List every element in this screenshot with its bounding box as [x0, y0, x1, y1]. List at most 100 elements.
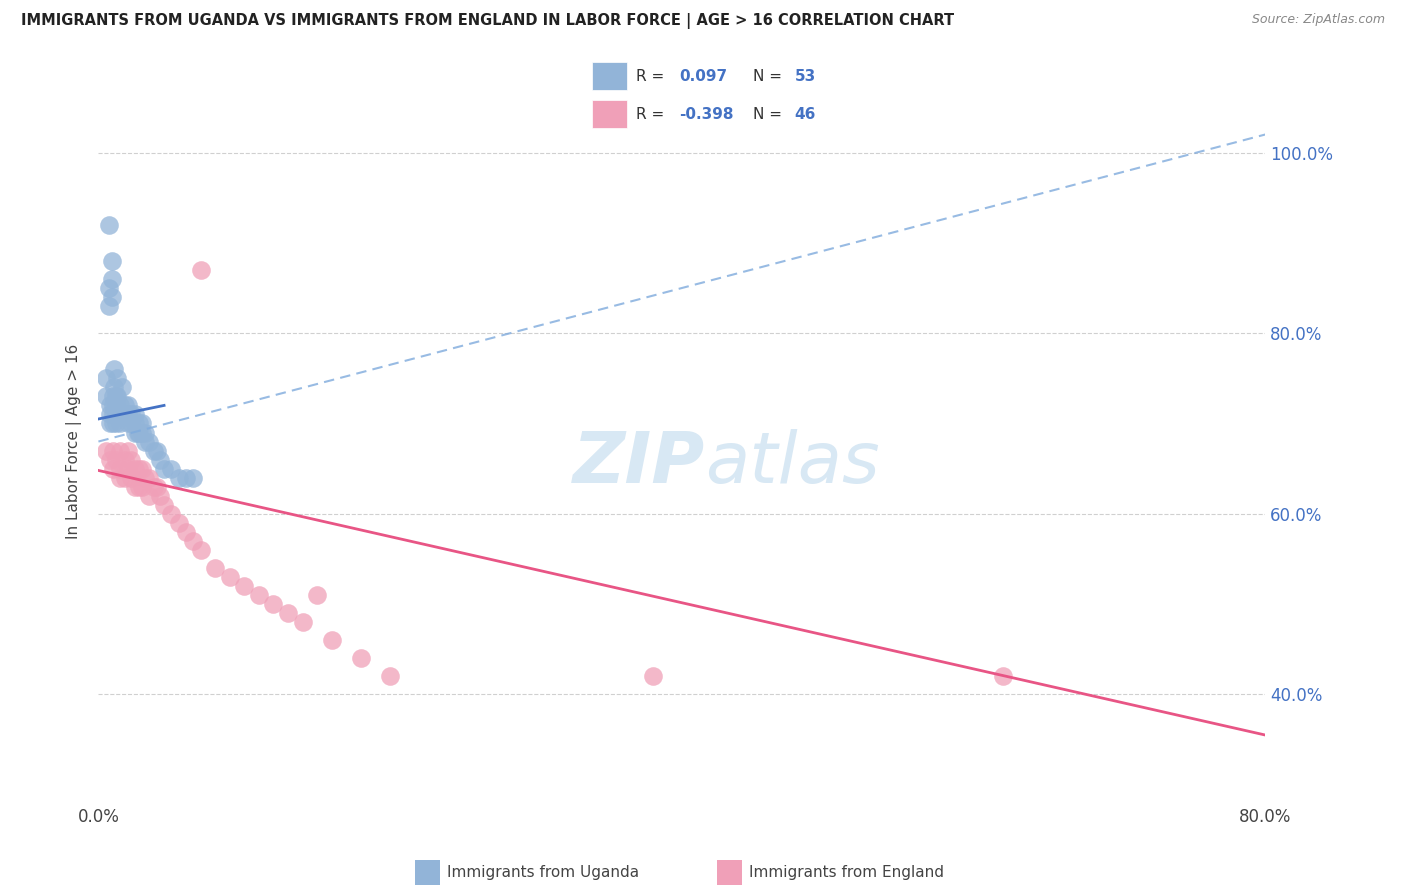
- Point: [131, 417, 153, 431]
- Point: [98, 408, 121, 422]
- Point: [291, 615, 314, 630]
- Point: [101, 389, 124, 403]
- Point: [104, 452, 127, 467]
- Point: [94, 389, 117, 403]
- Point: [138, 434, 160, 449]
- Point: [120, 452, 142, 467]
- Point: [101, 417, 124, 431]
- Point: [174, 524, 197, 539]
- Point: [124, 480, 146, 494]
- Point: [134, 425, 156, 440]
- Point: [138, 471, 160, 485]
- Text: N =: N =: [754, 69, 783, 84]
- Point: [321, 633, 343, 648]
- Text: 53: 53: [794, 69, 815, 84]
- Point: [174, 471, 197, 485]
- Point: [110, 461, 132, 475]
- Point: [127, 425, 149, 440]
- Point: [350, 651, 373, 665]
- Point: [190, 542, 212, 557]
- Point: [110, 471, 132, 485]
- FancyBboxPatch shape: [592, 100, 627, 128]
- Point: [134, 434, 156, 449]
- Point: [128, 480, 150, 494]
- Point: [641, 669, 664, 683]
- Point: [98, 417, 121, 431]
- Point: [190, 263, 212, 277]
- Point: [128, 425, 150, 440]
- Point: [160, 507, 183, 521]
- Point: [142, 480, 165, 494]
- Point: [181, 533, 204, 548]
- Point: [110, 408, 132, 422]
- Point: [100, 254, 122, 268]
- Point: [117, 408, 139, 422]
- Text: -0.398: -0.398: [679, 107, 734, 122]
- Point: [94, 371, 117, 385]
- Point: [181, 471, 204, 485]
- Point: [149, 452, 172, 467]
- Point: [131, 425, 153, 440]
- Point: [105, 389, 128, 403]
- Point: [97, 218, 120, 232]
- Point: [98, 398, 121, 412]
- Point: [153, 461, 176, 475]
- Point: [233, 579, 256, 593]
- Point: [134, 471, 156, 485]
- Text: Immigrants from England: Immigrants from England: [749, 865, 945, 880]
- Point: [103, 380, 125, 394]
- Point: [138, 489, 160, 503]
- Point: [114, 452, 136, 467]
- Text: R =: R =: [636, 107, 664, 122]
- Point: [97, 281, 120, 295]
- Point: [114, 471, 136, 485]
- Point: [104, 408, 127, 422]
- Point: [105, 371, 128, 385]
- Text: 46: 46: [794, 107, 815, 122]
- Point: [110, 417, 132, 431]
- Point: [160, 461, 183, 475]
- Point: [142, 443, 165, 458]
- Point: [114, 408, 136, 422]
- Point: [247, 588, 270, 602]
- Point: [120, 471, 142, 485]
- Point: [103, 362, 125, 376]
- Point: [104, 417, 127, 431]
- Point: [98, 452, 121, 467]
- Point: [124, 461, 146, 475]
- Point: [101, 408, 124, 422]
- Point: [307, 588, 329, 602]
- Point: [110, 398, 132, 412]
- Point: [124, 425, 146, 440]
- Text: IMMIGRANTS FROM UGANDA VS IMMIGRANTS FROM ENGLAND IN LABOR FORCE | AGE > 16 CORR: IMMIGRANTS FROM UGANDA VS IMMIGRANTS FRO…: [21, 13, 955, 29]
- Point: [120, 408, 142, 422]
- Point: [114, 398, 136, 412]
- Point: [131, 461, 153, 475]
- Point: [167, 516, 190, 530]
- Point: [380, 669, 402, 683]
- Point: [124, 408, 146, 422]
- Point: [146, 443, 169, 458]
- Point: [101, 443, 124, 458]
- Point: [117, 461, 139, 475]
- Point: [120, 417, 142, 431]
- Point: [262, 597, 284, 611]
- Point: [97, 299, 120, 313]
- Text: N =: N =: [754, 107, 783, 122]
- Point: [153, 498, 176, 512]
- Y-axis label: In Labor Force | Age > 16: In Labor Force | Age > 16: [66, 344, 83, 539]
- Point: [101, 461, 124, 475]
- Text: atlas: atlas: [706, 429, 880, 498]
- Point: [146, 480, 169, 494]
- Text: 0.097: 0.097: [679, 69, 727, 84]
- Point: [101, 398, 124, 412]
- Point: [100, 290, 122, 304]
- Point: [277, 606, 299, 620]
- Point: [131, 480, 153, 494]
- Point: [128, 417, 150, 431]
- Point: [104, 389, 127, 403]
- Text: ZIP: ZIP: [574, 429, 706, 498]
- Text: Source: ZipAtlas.com: Source: ZipAtlas.com: [1251, 13, 1385, 27]
- Point: [117, 398, 139, 412]
- Point: [204, 561, 226, 575]
